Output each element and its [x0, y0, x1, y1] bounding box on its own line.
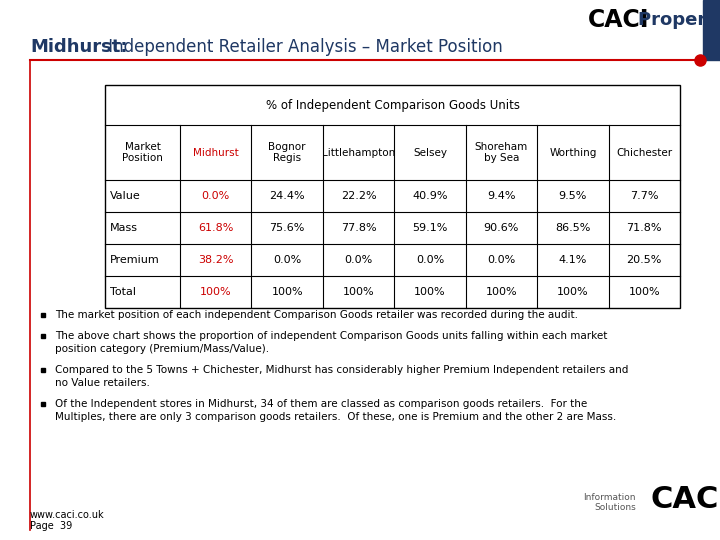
Text: Of the Independent stores in Midhurst, 34 of them are classed as comparison good: Of the Independent stores in Midhurst, 3…	[55, 399, 588, 409]
Text: Independent Retailer Analysis – Market Position: Independent Retailer Analysis – Market P…	[103, 38, 503, 56]
Text: 86.5%: 86.5%	[555, 223, 590, 233]
Text: 22.2%: 22.2%	[341, 191, 377, 201]
Text: Page  39: Page 39	[30, 521, 72, 531]
Bar	[703, 0, 720, 60]
Bar	[105, 85, 680, 308]
Text: 100%: 100%	[629, 287, 660, 297]
Text: Chichester: Chichester	[616, 147, 672, 158]
Text: 61.8%: 61.8%	[198, 223, 233, 233]
Text: Shoreham
by Sea: Shoreham by Sea	[474, 141, 528, 163]
Text: 0.0%: 0.0%	[344, 255, 373, 265]
Text: The market position of each independent Comparison Goods retailer was recorded d: The market position of each independent …	[55, 310, 578, 320]
Text: 100%: 100%	[485, 287, 517, 297]
Text: Information: Information	[583, 494, 636, 503]
Text: % of Independent Comparison Goods Units: % of Independent Comparison Goods Units	[266, 98, 520, 111]
Text: Compared to the 5 Towns + Chichester, Midhurst has considerably higher Premium I: Compared to the 5 Towns + Chichester, Mi…	[55, 365, 629, 375]
Text: Mass: Mass	[110, 223, 138, 233]
Text: 75.6%: 75.6%	[269, 223, 305, 233]
Text: 0.0%: 0.0%	[416, 255, 444, 265]
Text: 71.8%: 71.8%	[626, 223, 662, 233]
Text: 100%: 100%	[200, 287, 232, 297]
Text: Property Consulting: Property Consulting	[638, 11, 720, 29]
Text: 77.8%: 77.8%	[341, 223, 377, 233]
Text: 24.4%: 24.4%	[269, 191, 305, 201]
Text: 100%: 100%	[557, 287, 589, 297]
Text: 100%: 100%	[343, 287, 374, 297]
Text: Worthing: Worthing	[549, 147, 597, 158]
Text: 0.0%: 0.0%	[487, 255, 516, 265]
Text: 59.1%: 59.1%	[413, 223, 448, 233]
Text: 20.5%: 20.5%	[626, 255, 662, 265]
Text: 0.0%: 0.0%	[273, 255, 301, 265]
Text: The above chart shows the proportion of independent Comparison Goods units falli: The above chart shows the proportion of …	[55, 331, 608, 341]
Text: 100%: 100%	[271, 287, 303, 297]
Text: 40.9%: 40.9%	[413, 191, 448, 201]
Text: Value: Value	[110, 191, 140, 201]
Text: Midhurst: Midhurst	[193, 147, 238, 158]
Text: 0.0%: 0.0%	[202, 191, 230, 201]
Text: 7.7%: 7.7%	[630, 191, 659, 201]
Text: www.caci.co.uk: www.caci.co.uk	[30, 510, 104, 520]
Text: Littlehampton: Littlehampton	[322, 147, 395, 158]
Text: 9.5%: 9.5%	[559, 191, 587, 201]
Text: position category (Premium/Mass/Value).: position category (Premium/Mass/Value).	[55, 344, 269, 354]
Text: 9.4%: 9.4%	[487, 191, 516, 201]
Text: CACI: CACI	[650, 485, 720, 515]
Text: Bognor
Regis: Bognor Regis	[269, 141, 306, 163]
Text: 4.1%: 4.1%	[559, 255, 587, 265]
Text: 38.2%: 38.2%	[198, 255, 233, 265]
Text: no Value retailers.: no Value retailers.	[55, 378, 150, 388]
Text: Market
Position: Market Position	[122, 141, 163, 163]
Text: Multiples, there are only 3 comparison goods retailers.  Of these, one is Premiu: Multiples, there are only 3 comparison g…	[55, 412, 616, 422]
Text: Solutions: Solutions	[594, 503, 636, 512]
Text: Midhurst:: Midhurst:	[30, 38, 127, 56]
Text: Total: Total	[110, 287, 136, 297]
Text: Premium: Premium	[110, 255, 160, 265]
Text: 100%: 100%	[414, 287, 446, 297]
Text: Selsey: Selsey	[413, 147, 447, 158]
Text: CACI: CACI	[588, 8, 649, 32]
Text: 90.6%: 90.6%	[484, 223, 519, 233]
